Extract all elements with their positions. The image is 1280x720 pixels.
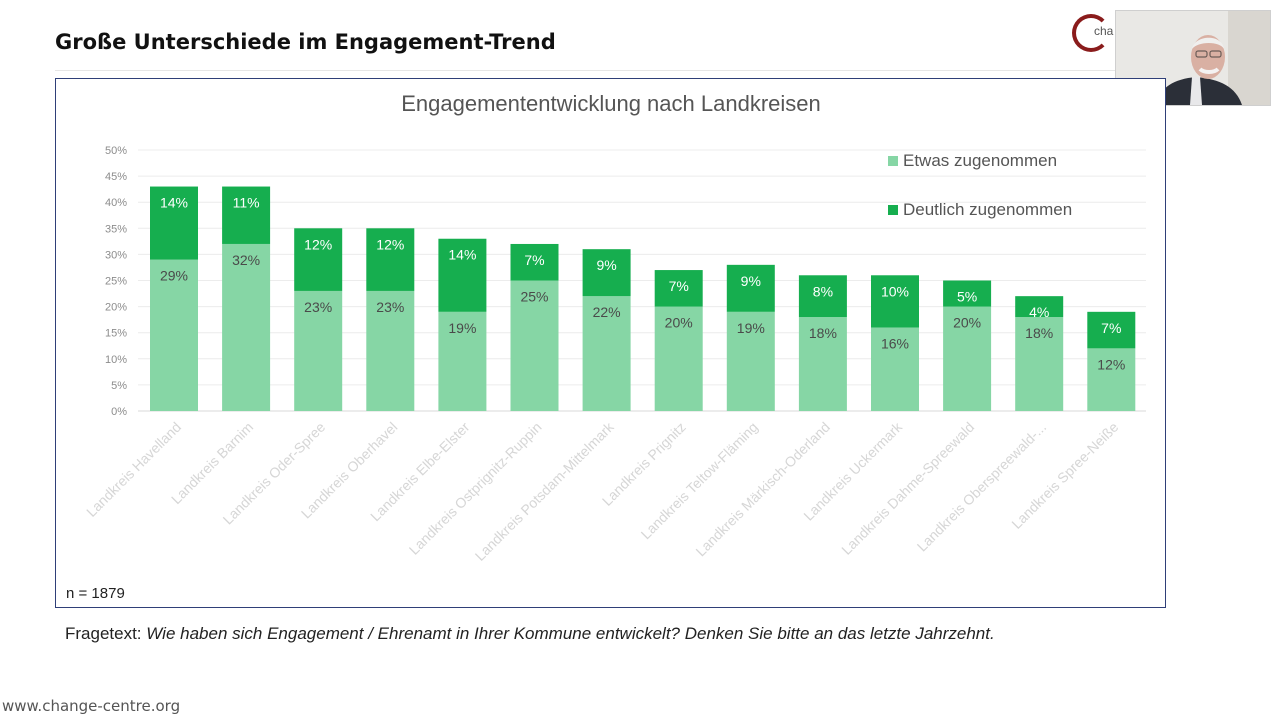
bar-deutlich-zugenommen (366, 228, 415, 291)
y-tick-label: 15% (105, 328, 127, 340)
x-tick-label: Landkreis Havelland (83, 419, 184, 520)
data-label-deutlich: 5% (957, 289, 977, 305)
data-label-deutlich: 9% (596, 257, 616, 273)
data-label-deutlich: 14% (160, 195, 188, 211)
bar-deutlich-zugenommen (1087, 311, 1136, 349)
x-tick-label: Landkreis Ostprignitz-Ruppin (406, 419, 545, 558)
data-label-deutlich: 7% (524, 252, 544, 268)
y-tick-label: 0% (111, 406, 127, 418)
legend-swatch (888, 156, 898, 166)
bar-deutlich-zugenommen (222, 186, 271, 244)
bar-etwas-zugenommen (654, 306, 703, 411)
y-axis-ticks: 0% 5% 10% 15% 20% 25% 30% 35% 40% 45% 50% (105, 145, 127, 418)
chart-title: Engagemententwicklung nach Landkreisen (401, 91, 821, 116)
data-label-etwas: 18% (809, 325, 837, 341)
data-label-deutlich: 12% (304, 236, 332, 252)
x-tick-label: Landkreis Potsdam-Mittelmark (472, 418, 618, 564)
data-label-etwas: 23% (304, 299, 332, 315)
stacked-bar-chart: Engagemententwicklung nach Landkreisen 0… (83, 91, 1146, 564)
y-tick-label: 30% (105, 249, 127, 261)
bar-deutlich-zugenommen (582, 249, 631, 297)
bar-etwas-zugenommen (438, 311, 487, 411)
data-label-deutlich: 7% (1101, 320, 1121, 336)
bar-deutlich-zugenommen (726, 264, 775, 312)
data-label-deutlich: 4% (1029, 304, 1049, 320)
legend: Etwas zugenommen Deutlich zugenommen (888, 151, 1072, 219)
x-tick-label: Landkreis Teltow-Fläming (638, 419, 761, 542)
legend-label: Deutlich zugenommen (903, 200, 1072, 219)
bar-etwas-zugenommen (726, 311, 775, 411)
logo-text: cha (1094, 24, 1114, 38)
legend-label: Etwas zugenommen (903, 151, 1057, 170)
bar-deutlich-zugenommen (438, 238, 487, 312)
y-tick-label: 40% (105, 197, 127, 209)
slide-title: Große Unterschiede im Engagement-Trend (55, 30, 556, 54)
y-tick-label: 25% (105, 276, 127, 288)
change-centre-logo: cha (1068, 8, 1118, 52)
bar-etwas-zugenommen (366, 290, 415, 411)
gridlines (138, 149, 1146, 412)
bar-etwas-zugenommen (222, 243, 271, 411)
bar-etwas-zugenommen (1015, 317, 1064, 411)
y-tick-label: 20% (105, 302, 127, 314)
bar-deutlich-zugenommen (943, 280, 992, 307)
data-label-etwas: 18% (1025, 325, 1053, 341)
data-label-deutlich: 14% (448, 247, 476, 263)
data-label-etwas: 12% (1097, 356, 1125, 372)
data-label-etwas: 20% (665, 315, 693, 331)
data-label-deutlich: 9% (741, 273, 761, 289)
question-text: Fragetext: Wie haben sich Engagement / E… (65, 624, 995, 644)
data-label-etwas: 20% (953, 315, 981, 331)
bar-etwas-zugenommen (798, 317, 847, 411)
bar-deutlich-zugenommen (1015, 296, 1064, 318)
data-label-deutlich: 10% (881, 283, 909, 299)
bar-etwas-zugenommen (150, 259, 198, 411)
data-label-deutlich: 12% (376, 236, 404, 252)
bar-deutlich-zugenommen (654, 270, 703, 307)
data-label-deutlich: 11% (233, 195, 260, 211)
data-label-etwas: 22% (593, 304, 621, 320)
question-body: Wie haben sich Engagement / Ehrenamt in … (146, 624, 995, 643)
bars: 29% 14% 32% 11% 23% 12% 23% 12% 19% 14% 25% 7% 22% 9%… (150, 186, 1136, 411)
bar-etwas-zugenommen (510, 280, 559, 411)
bar-etwas-zugenommen (943, 306, 992, 411)
data-label-etwas: 19% (737, 320, 765, 336)
y-tick-label: 50% (105, 145, 127, 157)
footer-url: www.change-centre.org (2, 697, 181, 715)
bar-etwas-zugenommen (1087, 348, 1136, 411)
bar-deutlich-zugenommen (798, 275, 847, 318)
data-label-etwas: 19% (448, 320, 476, 336)
x-tick-label: Landkreis Märkisch-Oderland (692, 419, 833, 560)
sample-size-label: n = 1879 (66, 585, 125, 602)
question-label: Fragetext: (65, 624, 142, 643)
bar-deutlich-zugenommen (510, 243, 559, 281)
bar-deutlich-zugenommen (294, 228, 343, 291)
y-tick-label: 10% (105, 354, 127, 366)
x-tick-label: Landkreis Oberspreewald-... (914, 419, 1050, 555)
y-tick-label: 5% (111, 380, 127, 392)
data-label-deutlich: 8% (813, 283, 833, 299)
data-label-etwas: 25% (520, 289, 548, 305)
data-label-etwas: 23% (376, 299, 404, 315)
x-tick-label: Landkreis Dahme-Spreewald (838, 419, 977, 558)
data-label-etwas: 32% (232, 252, 260, 268)
title-divider (55, 70, 1115, 71)
data-label-etwas: 16% (881, 335, 909, 351)
y-tick-label: 35% (105, 223, 127, 235)
bar-deutlich-zugenommen (871, 275, 919, 328)
bar-etwas-zugenommen (582, 296, 631, 411)
chart-frame: Engagemententwicklung nach Landkreisen 0… (55, 78, 1166, 608)
bar-etwas-zugenommen (871, 327, 919, 411)
data-label-deutlich: 7% (669, 278, 689, 294)
logo-ring-icon (1072, 14, 1110, 52)
legend-swatch (888, 205, 898, 215)
data-label-etwas: 29% (160, 268, 188, 284)
bar-deutlich-zugenommen (150, 186, 198, 260)
y-tick-label: 45% (105, 171, 127, 183)
bar-etwas-zugenommen (294, 290, 343, 411)
